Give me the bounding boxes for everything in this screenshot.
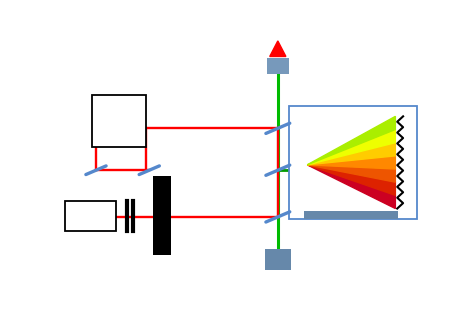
Bar bbox=[289, 105, 418, 219]
Polygon shape bbox=[307, 129, 395, 165]
Polygon shape bbox=[307, 156, 395, 169]
Bar bbox=[65, 201, 116, 231]
Bar bbox=[304, 211, 398, 219]
Polygon shape bbox=[307, 165, 395, 182]
Polygon shape bbox=[307, 116, 395, 165]
Bar bbox=[265, 249, 291, 270]
Polygon shape bbox=[307, 165, 395, 209]
Polygon shape bbox=[307, 165, 395, 195]
Bar bbox=[153, 176, 171, 255]
Polygon shape bbox=[270, 41, 286, 57]
Polygon shape bbox=[307, 143, 395, 165]
Bar bbox=[92, 95, 146, 147]
Bar bbox=[267, 58, 289, 74]
